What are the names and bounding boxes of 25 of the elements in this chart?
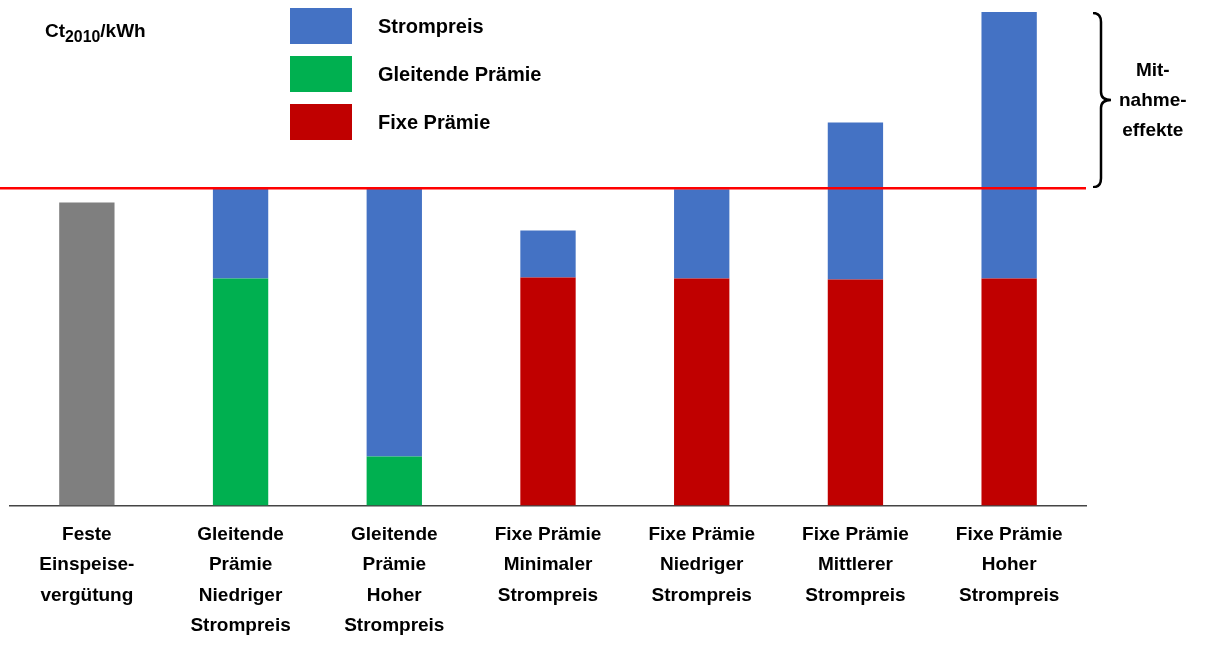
x-tick-label: Gleitende Prämie Hoher Strompreis bbox=[344, 522, 445, 636]
legend-label: Gleitende Prämie bbox=[378, 62, 542, 86]
bar bbox=[520, 230, 576, 278]
bar bbox=[981, 278, 1037, 506]
bar bbox=[59, 202, 115, 506]
bar bbox=[366, 188, 422, 457]
legend-label: Fixe Prämie bbox=[378, 110, 491, 134]
x-tick-label: Gleitende Prämie Niedriger Strompreis bbox=[190, 522, 291, 636]
x-tick-label: Feste Einspeise- vergütung bbox=[39, 522, 135, 605]
bar bbox=[981, 12, 1037, 279]
bar bbox=[212, 188, 269, 279]
bar bbox=[827, 122, 884, 280]
text: Mit- nahme- effekte bbox=[1119, 58, 1187, 143]
x-tick-label: Fixe Prämie Niedriger Strompreis bbox=[648, 522, 756, 605]
bar bbox=[827, 279, 884, 506]
bar bbox=[212, 278, 269, 506]
x-tick-label: Fixe Prämie Mittlerer Strompreis bbox=[802, 522, 909, 605]
bar bbox=[674, 278, 730, 506]
y-axis-title: Ct$_{2010}$/kWh bbox=[45, 20, 146, 46]
legend-label: Strompreis bbox=[378, 14, 484, 38]
x-tick-label: Fixe Prämie Hoher Strompreis bbox=[955, 522, 1063, 605]
x-tick-label: Fixe Prämie Minimaler Strompreis bbox=[494, 522, 602, 605]
bar bbox=[674, 189, 730, 279]
bar bbox=[520, 277, 576, 506]
bar bbox=[366, 456, 422, 506]
